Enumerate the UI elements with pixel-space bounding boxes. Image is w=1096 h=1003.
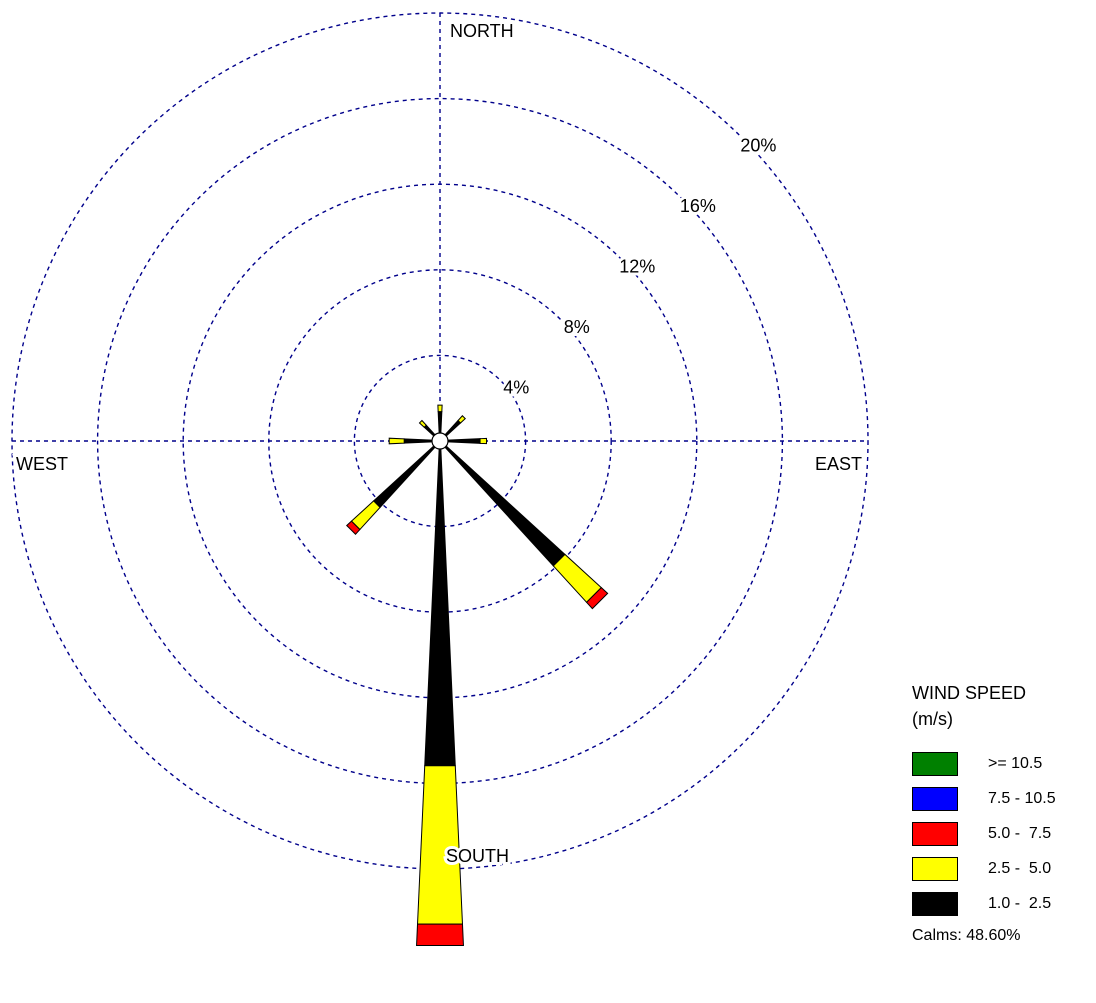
- petal-ne-segment: [457, 415, 466, 424]
- legend-label: 1.0 - 2.5: [988, 895, 1052, 912]
- petal-w-segment: [388, 437, 405, 445]
- petal-se-segment: [444, 445, 566, 567]
- legend-unit: (m/s): [912, 709, 953, 729]
- petal-ne-segment: [444, 419, 462, 437]
- legend-item: 2.5 - 5.0: [912, 857, 1092, 881]
- petal-e-segment: [447, 438, 481, 444]
- petal-s-segment: [424, 448, 456, 767]
- west-label: WEST: [16, 454, 68, 474]
- chart-labels: NORTH EAST SOUTH WEST 4% 8% 12% 16% 20%: [13, 18, 865, 869]
- legend-label: 7.5 - 10.5: [988, 790, 1056, 807]
- ring-label-12: 12%: [619, 256, 655, 276]
- legend-item: 5.0 - 7.5: [912, 822, 1092, 846]
- wind-rose-petals: [345, 404, 609, 946]
- petal-e-segment: [479, 437, 488, 445]
- petal-n-segment: [437, 404, 443, 413]
- petal-nw-segment: [418, 419, 427, 428]
- legend-swatch: [912, 752, 958, 776]
- petal-sw-segment: [372, 445, 436, 509]
- calm-circle: [431, 432, 449, 450]
- petal-s-segment: [416, 923, 464, 946]
- legend-item: >= 10.5: [912, 752, 1092, 776]
- legend-swatch: [912, 892, 958, 916]
- south-label: SOUTH: [446, 846, 509, 866]
- legend-item: 1.0 - 2.5: [912, 892, 1092, 916]
- legend-label: 2.5 - 5.0: [988, 860, 1052, 877]
- legend-swatch: [912, 822, 958, 846]
- petal-nw-segment: [423, 424, 436, 437]
- petal-sw-segment: [345, 520, 361, 536]
- legend-swatch: [912, 857, 958, 881]
- petal-n-segment: [437, 411, 443, 434]
- legend: WIND SPEED (m/s) >= 10.5 7.5 - 10.5 5.0 …: [912, 680, 1092, 945]
- legend-swatch: [912, 787, 958, 811]
- legend-item: 7.5 - 10.5: [912, 787, 1092, 811]
- north-label: NORTH: [450, 21, 514, 41]
- petal-se-segment: [585, 586, 609, 610]
- east-label: EAST: [815, 454, 862, 474]
- legend-label: >= 10.5: [988, 755, 1043, 772]
- ring-label-20: 20%: [740, 135, 776, 155]
- ring-label-4: 4%: [503, 377, 529, 397]
- ring-label-16: 16%: [680, 196, 716, 216]
- legend-title: WIND SPEED: [912, 683, 1027, 703]
- legend-label: 5.0 - 7.5: [988, 825, 1052, 842]
- ring-label-8: 8%: [564, 317, 590, 337]
- calms-label: Calms: 48.60%: [912, 927, 1021, 944]
- petal-w-segment: [403, 438, 433, 444]
